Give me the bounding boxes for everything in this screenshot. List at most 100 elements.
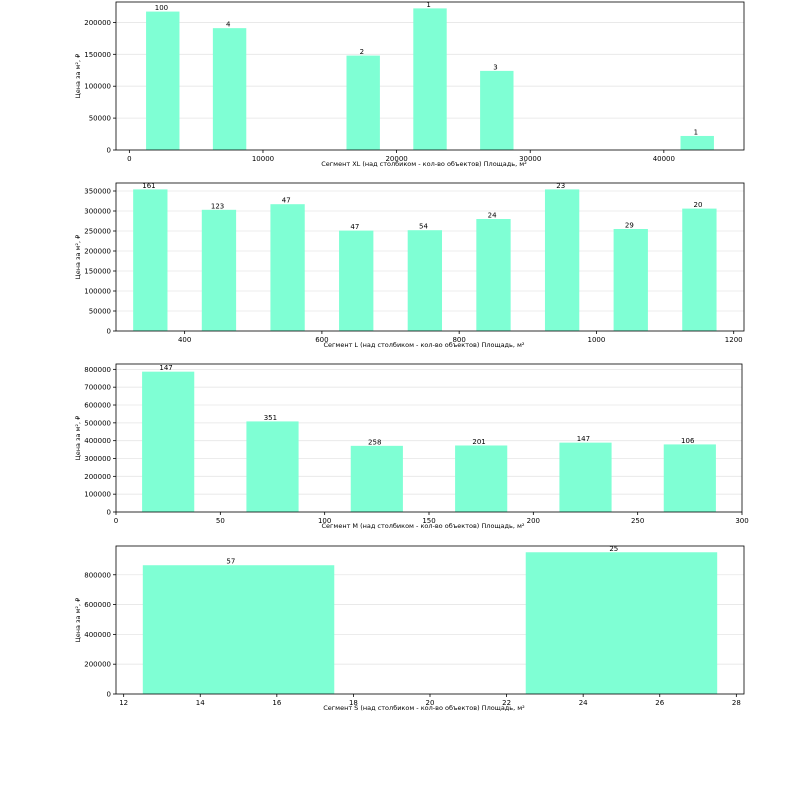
bar	[133, 189, 168, 331]
chart-panel: 57 25 0 200000 400000 600000 800000 12 14 16 18 20 2…	[74, 545, 745, 712]
chart-panel: 161 123 47 47 54 24 23 29 20 0 50000 100000 150000 20…	[74, 182, 745, 349]
y-tick-label: 150000	[84, 51, 111, 59]
bar	[455, 445, 508, 512]
bar-label: 258	[368, 438, 381, 446]
x-axis-label: Сегмент L (над столбиком - кол-во объект…	[323, 341, 524, 349]
bar	[413, 8, 447, 151]
bar-label: 100	[155, 4, 168, 12]
x-tick-label: 0	[114, 517, 118, 525]
bar-label: 106	[681, 437, 695, 445]
bar-label: 2	[360, 48, 364, 56]
x-tick-label: 600	[315, 336, 328, 344]
bar	[480, 70, 514, 150]
y-tick-label: 800000	[84, 571, 111, 579]
bar	[680, 135, 714, 150]
y-tick-label: 0	[107, 147, 111, 155]
bar-label: 57	[226, 558, 235, 566]
y-tick-label: 300000	[84, 455, 111, 463]
bar	[201, 209, 237, 331]
x-tick-label: 24	[579, 699, 588, 707]
chart-panel: 147 351 258 201 147 106 0 100000 200000 300000 400…	[74, 363, 749, 530]
bar	[682, 208, 717, 331]
x-tick-label: 30000	[519, 155, 541, 163]
x-tick-label: 100	[318, 517, 331, 525]
y-tick-label: 250000	[84, 228, 111, 236]
x-tick-label: 200	[527, 517, 540, 525]
y-tick-label: 100000	[84, 83, 111, 91]
y-tick-label: 350000	[84, 188, 111, 196]
y-tick-label: 300000	[84, 208, 111, 216]
y-tick-label: 400000	[84, 437, 111, 445]
y-tick-label: 150000	[84, 268, 111, 276]
bar	[142, 565, 335, 694]
x-tick-label: 14	[196, 699, 205, 707]
y-tick-label: 200000	[84, 661, 111, 669]
x-tick-label: 28	[732, 699, 741, 707]
bar-label: 23	[556, 182, 565, 190]
bar-label: 161	[142, 182, 155, 190]
plot-frame	[115, 1, 745, 151]
x-tick-label: 1200	[725, 336, 743, 344]
y-tick-label: 200000	[84, 19, 111, 27]
x-tick-label: 250	[631, 517, 644, 525]
bar-label: 24	[488, 212, 497, 220]
y-tick-label: 500000	[84, 419, 111, 427]
y-axis-label: Цена за м², ₽	[74, 416, 82, 461]
bar	[476, 219, 511, 331]
bar	[559, 442, 612, 512]
y-axis-label: Цена за м², ₽	[74, 235, 82, 280]
x-tick-label: 18	[349, 699, 358, 707]
y-tick-label: 50000	[89, 115, 111, 123]
bar-label: 4	[226, 21, 231, 29]
y-tick-label: 200000	[84, 473, 111, 481]
x-tick-label: 16	[272, 699, 281, 707]
y-tick-label: 400000	[84, 631, 111, 639]
x-tick-label: 20000	[385, 155, 407, 163]
bar	[544, 189, 580, 331]
bar-label: 1	[426, 1, 430, 9]
x-tick-label: 1000	[588, 336, 606, 344]
x-tick-label: 22	[502, 699, 511, 707]
bar	[212, 28, 247, 150]
x-axis-label: Сегмент XL (над столбиком - кол-во объек…	[321, 160, 527, 168]
bar	[613, 229, 648, 331]
y-tick-label: 600000	[84, 601, 111, 609]
y-tick-label: 0	[107, 509, 111, 517]
y-axis-label: Цена за м², ₽	[74, 54, 82, 99]
x-tick-label: 300	[735, 517, 748, 525]
y-tick-label: 100000	[84, 491, 111, 499]
x-tick-label: 12	[119, 699, 128, 707]
bar-label: 351	[264, 414, 277, 422]
x-axis-label: Сегмент M (над столбиком - кол-во объект…	[321, 522, 524, 530]
bar-label: 123	[211, 202, 224, 210]
x-tick-label: 800	[452, 336, 465, 344]
bar-label: 25	[609, 545, 618, 553]
y-tick-label: 700000	[84, 384, 111, 392]
y-tick-label: 50000	[89, 308, 111, 316]
bar-label: 47	[282, 197, 291, 205]
x-tick-label: 150	[422, 517, 435, 525]
bar-label: 147	[159, 364, 172, 372]
y-tick-label: 100000	[84, 288, 111, 296]
x-axis-label: Сегмент S (над столбиком - кол-во объект…	[323, 704, 525, 712]
bar	[525, 552, 718, 694]
bar	[142, 371, 195, 512]
x-tick-label: 400	[178, 336, 191, 344]
bar	[350, 445, 403, 512]
y-tick-label: 600000	[84, 402, 111, 410]
bar	[246, 421, 299, 512]
x-tick-label: 20	[426, 699, 435, 707]
bar	[339, 230, 374, 331]
x-tick-label: 40000	[653, 155, 675, 163]
bar-label: 29	[625, 222, 634, 230]
bar	[346, 55, 380, 150]
bar	[663, 444, 716, 512]
y-tick-label: 800000	[84, 366, 111, 374]
y-tick-label: 0	[107, 691, 111, 699]
x-tick-label: 26	[655, 699, 664, 707]
bar-label: 47	[350, 223, 359, 231]
y-tick-label: 200000	[84, 248, 111, 256]
bar	[270, 204, 305, 331]
y-axis-label: Цена за м², ₽	[74, 598, 82, 643]
